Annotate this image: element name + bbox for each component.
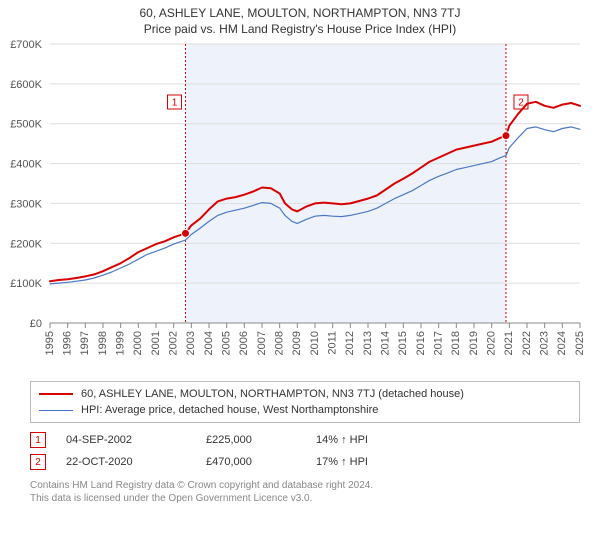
chart-subtitle: Price paid vs. HM Land Registry's House … xyxy=(0,20,600,40)
chart-plot-area: 1995199619971998199920002001200220032004… xyxy=(48,40,586,375)
marker-badge-1: 1 xyxy=(30,432,46,448)
legend-item: HPI: Average price, detached house, West… xyxy=(39,402,571,418)
svg-text:2024: 2024 xyxy=(556,331,568,355)
svg-text:2002: 2002 xyxy=(168,331,180,355)
svg-text:2005: 2005 xyxy=(221,331,233,355)
svg-text:2010: 2010 xyxy=(309,331,321,355)
svg-text:£300K: £300K xyxy=(10,198,42,210)
svg-text:2013: 2013 xyxy=(362,331,374,355)
chart-svg: 1995199619971998199920002001200220032004… xyxy=(48,40,582,375)
svg-text:2016: 2016 xyxy=(415,331,427,355)
svg-text:1998: 1998 xyxy=(97,331,109,355)
svg-text:2014: 2014 xyxy=(380,331,392,355)
svg-text:2003: 2003 xyxy=(185,331,197,355)
svg-text:2000: 2000 xyxy=(132,331,144,355)
footer: Contains HM Land Registry data © Crown c… xyxy=(30,479,580,505)
svg-text:£700K: £700K xyxy=(10,39,42,51)
svg-text:2011: 2011 xyxy=(327,331,339,355)
svg-text:2001: 2001 xyxy=(150,331,162,355)
svg-text:1997: 1997 xyxy=(79,331,91,355)
svg-text:2012: 2012 xyxy=(344,331,356,355)
svg-text:£100K: £100K xyxy=(10,278,42,290)
legend-item: 60, ASHLEY LANE, MOULTON, NORTHAMPTON, N… xyxy=(39,386,571,402)
footer-line-2: This data is licensed under the Open Gov… xyxy=(30,492,580,505)
legend: 60, ASHLEY LANE, MOULTON, NORTHAMPTON, N… xyxy=(30,381,580,423)
svg-text:2008: 2008 xyxy=(274,331,286,355)
marker-pct: 14% ↑ HPI xyxy=(316,434,426,446)
svg-text:2015: 2015 xyxy=(397,331,409,355)
svg-text:2004: 2004 xyxy=(203,331,215,355)
legend-swatch-1 xyxy=(39,393,73,395)
svg-text:2020: 2020 xyxy=(486,331,498,355)
svg-text:£400K: £400K xyxy=(10,159,42,171)
marker-price: £470,000 xyxy=(206,456,316,468)
svg-text:2025: 2025 xyxy=(574,331,586,355)
svg-text:1995: 1995 xyxy=(44,331,56,355)
svg-text:2019: 2019 xyxy=(468,331,480,355)
svg-text:1: 1 xyxy=(172,98,178,109)
footer-line-1: Contains HM Land Registry data © Crown c… xyxy=(30,479,580,492)
svg-text:2023: 2023 xyxy=(539,331,551,355)
legend-swatch-2 xyxy=(39,410,73,411)
chart-container: 60, ASHLEY LANE, MOULTON, NORTHAMPTON, N… xyxy=(0,0,600,560)
svg-text:2018: 2018 xyxy=(450,331,462,355)
marker-row: 1 04-SEP-2002 £225,000 14% ↑ HPI xyxy=(30,429,580,451)
svg-text:2022: 2022 xyxy=(521,331,533,355)
markers-table: 1 04-SEP-2002 £225,000 14% ↑ HPI 2 22-OC… xyxy=(30,429,580,473)
svg-text:£0: £0 xyxy=(30,318,42,330)
svg-text:2006: 2006 xyxy=(238,331,250,355)
marker-badge-2: 2 xyxy=(30,454,46,470)
marker-date: 22-OCT-2020 xyxy=(66,456,206,468)
legend-label-1: 60, ASHLEY LANE, MOULTON, NORTHAMPTON, N… xyxy=(81,388,464,400)
svg-text:2009: 2009 xyxy=(291,331,303,355)
svg-text:£500K: £500K xyxy=(10,119,42,131)
marker-price: £225,000 xyxy=(206,434,316,446)
svg-text:1999: 1999 xyxy=(115,331,127,355)
svg-text:£200K: £200K xyxy=(10,238,42,250)
svg-text:2007: 2007 xyxy=(256,331,268,355)
legend-label-2: HPI: Average price, detached house, West… xyxy=(81,404,378,416)
chart-title: 60, ASHLEY LANE, MOULTON, NORTHAMPTON, N… xyxy=(0,0,600,20)
svg-text:£600K: £600K xyxy=(10,79,42,91)
svg-text:1996: 1996 xyxy=(62,331,74,355)
svg-text:2021: 2021 xyxy=(503,331,515,355)
svg-text:2017: 2017 xyxy=(433,331,445,355)
marker-pct: 17% ↑ HPI xyxy=(316,456,426,468)
marker-date: 04-SEP-2002 xyxy=(66,434,206,446)
marker-row: 2 22-OCT-2020 £470,000 17% ↑ HPI xyxy=(30,451,580,473)
